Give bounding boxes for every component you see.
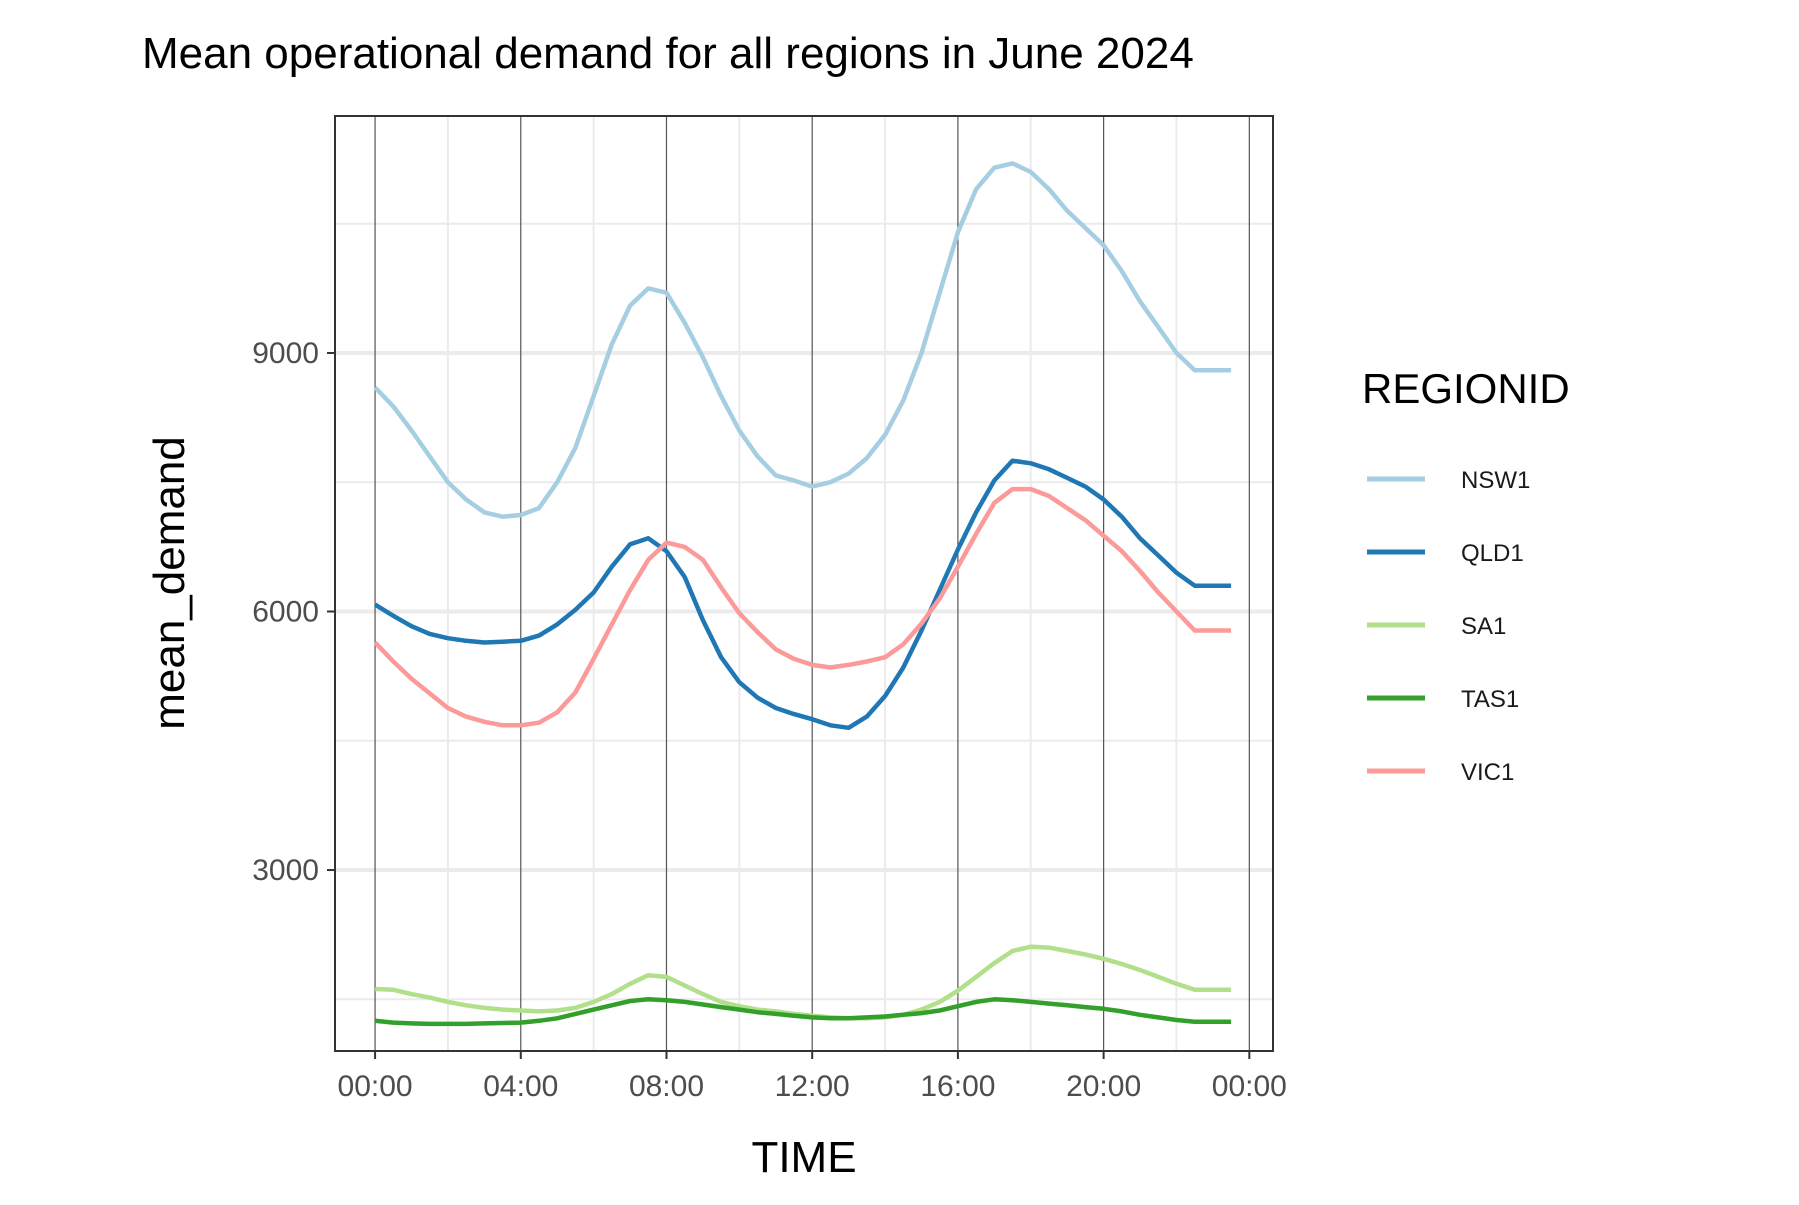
legend-items: NSW1 QLD1 SA1 TAS1 VIC1: [1367, 467, 1530, 786]
x-axis-title: TIME: [751, 1133, 856, 1182]
legend-item-nsw1: NSW1: [1367, 467, 1530, 494]
legend-label: VIC1: [1461, 759, 1514, 786]
y-tick-label: 6000: [252, 596, 319, 629]
x-tick-label: 00:00: [1212, 1070, 1287, 1103]
y-tick-label: 3000: [252, 854, 319, 887]
y-tick-label: 9000: [252, 337, 319, 370]
series-line-qld1: [373, 458, 1232, 731]
legend-item-qld1: QLD1: [1367, 540, 1524, 567]
grid: [335, 116, 1273, 1051]
series-lines: [373, 161, 1232, 1027]
legend-item-sa1: SA1: [1367, 613, 1506, 640]
series-line-nsw1: [373, 161, 1232, 519]
legend-item-vic1: VIC1: [1367, 759, 1514, 786]
x-tick-label: 16:00: [920, 1070, 995, 1103]
legend: REGIONID NSW1 QLD1 SA1 TAS1 VIC1: [1362, 365, 1570, 786]
x-tick-label: 20:00: [1066, 1070, 1141, 1103]
legend-title: REGIONID: [1362, 365, 1570, 412]
y-axis-title: mean_demand: [145, 436, 194, 730]
x-tick-label: 12:00: [775, 1070, 850, 1103]
chart-title: Mean operational demand for all regions …: [142, 29, 1194, 78]
legend-item-tas1: TAS1: [1367, 686, 1519, 713]
series-line-tas1: [374, 997, 1232, 1027]
plot-panel-border: [334, 115, 1274, 1052]
axes: 3000 6000 9000 00:00 04:00 08:00 12:00 16:00 20:…: [252, 337, 1287, 1103]
legend-label: SA1: [1461, 613, 1506, 640]
legend-label: QLD1: [1461, 540, 1524, 567]
series-line-vic1: [373, 486, 1232, 728]
legend-label: TAS1: [1461, 686, 1519, 713]
x-tick-label: 04:00: [483, 1070, 558, 1103]
x-tick-label: 00:00: [338, 1070, 413, 1103]
legend-label: NSW1: [1461, 467, 1530, 494]
x-tick-label: 08:00: [629, 1070, 704, 1103]
